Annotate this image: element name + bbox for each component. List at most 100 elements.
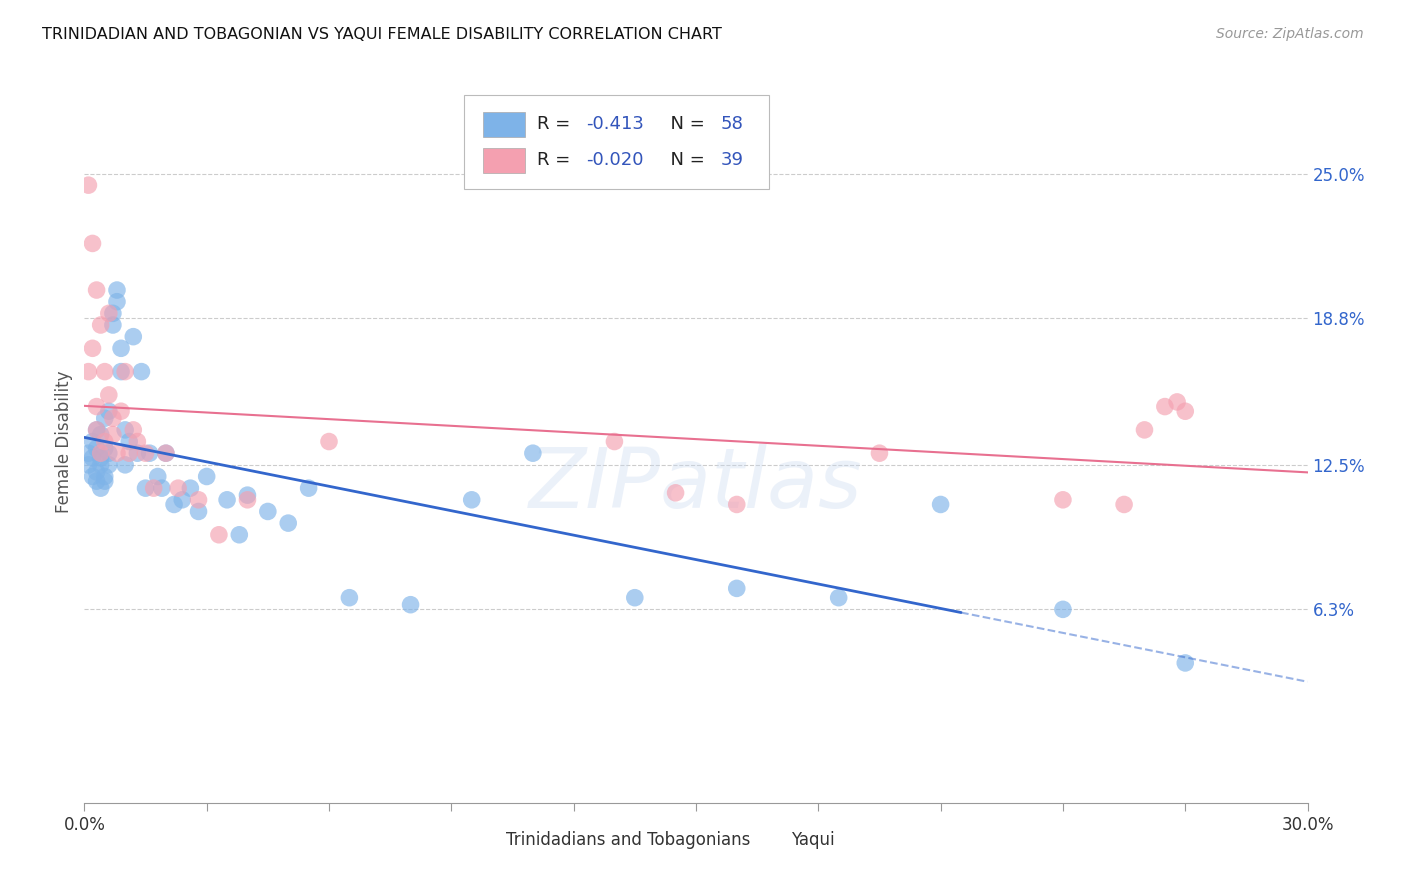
Point — [118, 446, 141, 460]
Point — [150, 481, 173, 495]
Point — [86, 465, 108, 479]
Point — [90, 458, 112, 472]
Point — [86, 400, 108, 414]
Point — [725, 498, 748, 512]
Point — [208, 528, 231, 542]
Point — [93, 411, 115, 425]
Point — [90, 318, 112, 332]
Point — [86, 423, 108, 437]
Point — [1052, 602, 1074, 616]
Point — [339, 591, 361, 605]
FancyBboxPatch shape — [748, 831, 785, 849]
Point — [97, 388, 120, 402]
Point — [86, 474, 108, 488]
Point — [110, 341, 132, 355]
FancyBboxPatch shape — [464, 95, 769, 189]
Point — [90, 427, 112, 442]
Text: -0.413: -0.413 — [586, 115, 644, 133]
Point — [1133, 423, 1156, 437]
Text: TRINIDADIAN AND TOBAGONIAN VS YAQUI FEMALE DISABILITY CORRELATION CHART: TRINIDADIAN AND TOBAGONIAN VS YAQUI FEMA… — [42, 27, 723, 42]
Text: N =: N = — [659, 115, 711, 133]
Point — [101, 411, 124, 425]
Point — [86, 442, 108, 456]
Point — [90, 446, 112, 460]
Point — [195, 469, 218, 483]
Point — [93, 474, 115, 488]
Point — [82, 434, 104, 449]
Point — [82, 341, 104, 355]
Point — [142, 481, 165, 495]
Point — [1114, 498, 1136, 512]
Point — [228, 528, 250, 542]
Text: Trinidadians and Tobagonians: Trinidadians and Tobagonians — [506, 830, 751, 848]
Point — [298, 481, 321, 495]
Point — [118, 434, 141, 449]
Point — [93, 365, 115, 379]
FancyBboxPatch shape — [484, 112, 524, 136]
Point — [105, 294, 128, 309]
Point — [101, 318, 124, 332]
Point — [110, 404, 132, 418]
Text: Yaqui: Yaqui — [792, 830, 835, 848]
Point — [97, 446, 120, 460]
Text: ZIPatlas: ZIPatlas — [529, 444, 863, 525]
Point — [131, 365, 153, 379]
Point — [86, 283, 108, 297]
FancyBboxPatch shape — [463, 831, 499, 849]
Point — [93, 442, 115, 456]
Point — [1174, 656, 1197, 670]
Point — [135, 446, 157, 460]
Point — [114, 458, 136, 472]
Text: 58: 58 — [720, 115, 744, 133]
Point — [93, 469, 115, 483]
Point — [187, 492, 209, 507]
Text: Source: ZipAtlas.com: Source: ZipAtlas.com — [1216, 27, 1364, 41]
Point — [929, 498, 952, 512]
Point — [127, 446, 149, 460]
Point — [135, 481, 157, 495]
Point — [869, 446, 891, 460]
Point — [236, 488, 259, 502]
Point — [1174, 404, 1197, 418]
Point — [1154, 400, 1177, 414]
Point — [624, 591, 647, 605]
Point — [90, 481, 112, 495]
Point — [725, 582, 748, 596]
Point — [114, 423, 136, 437]
Point — [167, 481, 190, 495]
Text: -0.020: -0.020 — [586, 152, 644, 169]
Point — [522, 446, 544, 460]
Point — [138, 446, 160, 460]
Point — [399, 598, 422, 612]
Point — [77, 458, 100, 472]
Point — [217, 492, 239, 507]
Point — [163, 498, 186, 512]
Point — [82, 450, 104, 465]
Point — [93, 434, 115, 449]
Point — [277, 516, 299, 530]
Point — [77, 446, 100, 460]
Point — [86, 423, 108, 437]
Point — [122, 329, 145, 343]
Point — [105, 283, 128, 297]
Point — [82, 236, 104, 251]
Point — [179, 481, 201, 495]
Text: R =: R = — [537, 115, 576, 133]
Point — [97, 404, 120, 418]
Point — [101, 427, 124, 442]
Point — [90, 450, 112, 465]
Y-axis label: Female Disability: Female Disability — [55, 370, 73, 513]
Point — [127, 434, 149, 449]
Point — [97, 306, 120, 320]
Point — [110, 365, 132, 379]
Point — [1052, 492, 1074, 507]
Point — [461, 492, 484, 507]
Point — [77, 365, 100, 379]
Point — [146, 469, 169, 483]
Point — [97, 458, 120, 472]
Point — [318, 434, 340, 449]
Text: 39: 39 — [720, 152, 744, 169]
Point — [187, 504, 209, 518]
Point — [155, 446, 177, 460]
Point — [155, 446, 177, 460]
